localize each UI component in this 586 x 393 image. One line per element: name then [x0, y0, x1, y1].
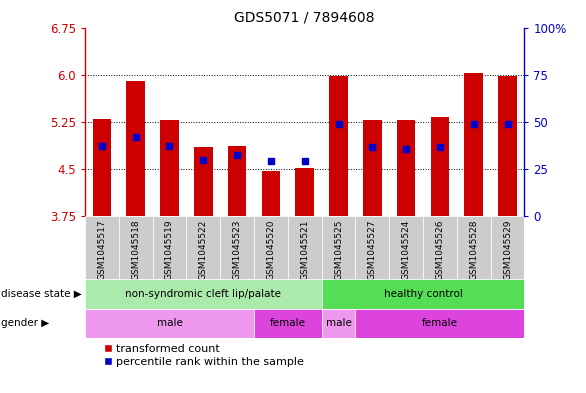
Text: GSM1045523: GSM1045523 [233, 219, 241, 280]
Bar [152, 216, 186, 279]
Bar [127, 81, 145, 216]
Text: GSM1045521: GSM1045521 [300, 219, 309, 280]
Bar [329, 76, 348, 216]
Bar [254, 309, 322, 338]
Text: male: male [326, 318, 352, 328]
Bar [457, 216, 490, 279]
Bar [254, 216, 288, 279]
Text: gender ▶: gender ▶ [1, 318, 49, 328]
Bar [322, 309, 356, 338]
Bar [498, 76, 517, 216]
Bar [194, 147, 213, 216]
Text: GSM1045524: GSM1045524 [401, 219, 411, 280]
Legend: transformed count, percentile rank within the sample: transformed count, percentile rank withi… [104, 343, 304, 367]
Bar [85, 279, 322, 309]
Bar [228, 146, 246, 216]
Bar [465, 73, 483, 216]
Text: disease state ▶: disease state ▶ [1, 289, 81, 299]
Text: GSM1045528: GSM1045528 [469, 219, 478, 280]
Text: non-syndromic cleft lip/palate: non-syndromic cleft lip/palate [125, 289, 281, 299]
Text: GSM1045527: GSM1045527 [368, 219, 377, 280]
Bar [322, 279, 524, 309]
Text: GSM1045525: GSM1045525 [334, 219, 343, 280]
Bar [431, 118, 449, 216]
Bar [322, 216, 356, 279]
Text: GSM1045520: GSM1045520 [267, 219, 275, 280]
Text: GSM1045529: GSM1045529 [503, 219, 512, 280]
Bar [220, 216, 254, 279]
Bar [356, 216, 389, 279]
Bar [356, 309, 524, 338]
Bar [119, 216, 152, 279]
Title: GDS5071 / 7894608: GDS5071 / 7894608 [234, 11, 375, 25]
Text: GSM1045522: GSM1045522 [199, 219, 208, 280]
Bar [186, 216, 220, 279]
Bar [490, 216, 524, 279]
Text: male: male [156, 318, 182, 328]
Bar [85, 309, 254, 338]
Text: female: female [422, 318, 458, 328]
Bar [160, 120, 179, 216]
Bar [93, 119, 111, 216]
Bar [85, 216, 119, 279]
Bar [389, 216, 423, 279]
Bar [295, 168, 314, 216]
Text: GSM1045519: GSM1045519 [165, 219, 174, 280]
Bar [423, 216, 457, 279]
Text: GSM1045526: GSM1045526 [435, 219, 444, 280]
Bar [363, 120, 381, 216]
Text: female: female [270, 318, 306, 328]
Bar [397, 120, 415, 216]
Bar [261, 171, 280, 216]
Text: GSM1045518: GSM1045518 [131, 219, 140, 280]
Text: GSM1045517: GSM1045517 [97, 219, 107, 280]
Bar [288, 216, 322, 279]
Text: healthy control: healthy control [384, 289, 462, 299]
